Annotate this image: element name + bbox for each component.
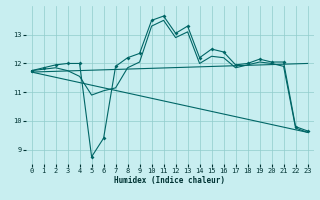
X-axis label: Humidex (Indice chaleur): Humidex (Indice chaleur)	[114, 176, 225, 185]
